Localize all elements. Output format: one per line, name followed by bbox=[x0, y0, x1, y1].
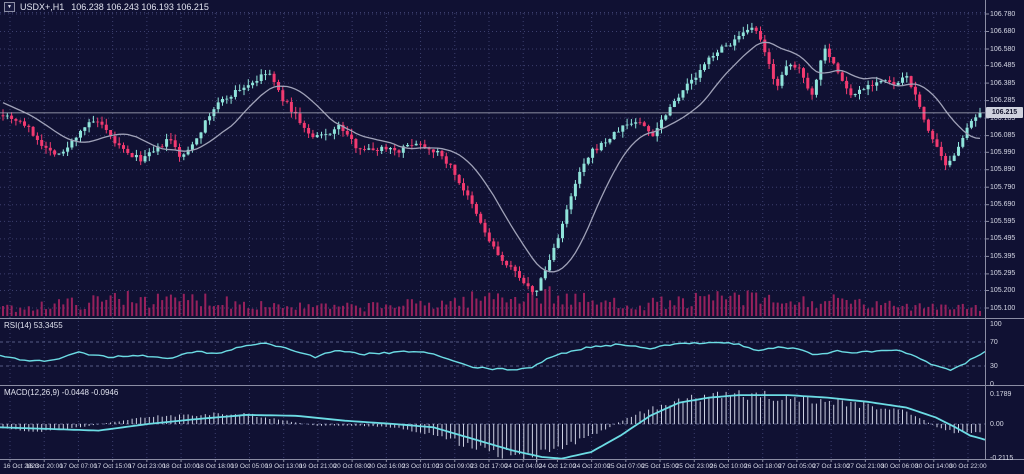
time-axis-label: 16 Oct 2023 bbox=[3, 463, 39, 470]
time-axis-label: 27 Oct 21:00 bbox=[846, 463, 884, 470]
price-axis-label: 105.295 bbox=[990, 270, 1016, 278]
time-axis-label: 23 Oct 01:00 bbox=[401, 463, 440, 470]
time-axis-label: 27 Oct 05:00 bbox=[778, 463, 816, 470]
price-axis-label: 106.580 bbox=[990, 45, 1016, 53]
time-axis-label: 19 Oct 13:00 bbox=[265, 463, 303, 470]
chart-header: ▼ USDX+,H1 106.238 106.243 106.193 106.2… bbox=[4, 2, 209, 12]
price-axis-label: 106.285 bbox=[990, 97, 1016, 105]
price-axis-label: 105.790 bbox=[990, 183, 1016, 191]
time-axis-label: 20 Oct 16:00 bbox=[367, 463, 405, 470]
time-axis-label: 26 Oct 18:00 bbox=[744, 463, 782, 470]
time-axis-label: 17 Oct 23:00 bbox=[128, 463, 166, 470]
price-axis-label: 105.690 bbox=[990, 201, 1016, 209]
time-axis-label: 25 Oct 23:00 bbox=[675, 463, 713, 470]
macd-axis-label: 0.00 bbox=[990, 421, 1004, 428]
current-price-marker: 106.215 bbox=[986, 107, 1023, 119]
time-axis-label: 18 Oct 18:00 bbox=[196, 463, 234, 470]
rsi-axis-label: 30 bbox=[990, 363, 998, 370]
price-axis-label: 105.395 bbox=[990, 252, 1016, 260]
symbol-dropdown-icon[interactable]: ▼ bbox=[4, 2, 15, 12]
time-axis-label: 23 Oct 17:00 bbox=[470, 463, 508, 470]
time-axis-label: 30 Oct 06:00 bbox=[880, 463, 919, 470]
price-axis-label: 106.185 bbox=[990, 114, 1016, 122]
time-axis-label: 30 Oct 22:00 bbox=[949, 463, 987, 470]
price-axis-label: 106.780 bbox=[990, 10, 1016, 18]
time-axis-label: 23 Oct 09:00 bbox=[436, 463, 474, 470]
time-axis-label: 25 Oct 15:00 bbox=[641, 463, 679, 470]
symbol-timeframe-label: USDX+,H1 bbox=[20, 2, 65, 12]
macd-axis-label: -0.2115 bbox=[990, 455, 1014, 462]
current-price-value: 106.215 bbox=[991, 109, 1018, 117]
price-axis-label: 106.085 bbox=[990, 132, 1016, 140]
price-axis-label: 105.990 bbox=[990, 148, 1016, 156]
time-axis-label: 24 Oct 20:00 bbox=[573, 463, 611, 470]
rsi-axis-label: 100 bbox=[990, 321, 1002, 328]
price-axis-label: 106.680 bbox=[990, 28, 1016, 35]
price-axis-label: 105.495 bbox=[990, 235, 1016, 243]
price-axis-label: 105.595 bbox=[990, 217, 1016, 225]
price-axis-label: 105.890 bbox=[990, 166, 1016, 174]
rsi-axis-label: 70 bbox=[990, 339, 998, 346]
rsi-label: RSI(14) 53.3455 bbox=[4, 321, 63, 330]
price-axis-label: 106.385 bbox=[990, 79, 1016, 87]
time-axis-label: 25 Oct 07:00 bbox=[607, 463, 645, 470]
time-axis-label: 24 Oct 04:00 bbox=[504, 463, 542, 470]
time-axis-label: 18 Oct 10:00 bbox=[162, 463, 200, 470]
ohlc-values: 106.238 106.243 106.193 106.215 bbox=[71, 2, 209, 12]
time-axis-label: 17 Oct 15:00 bbox=[94, 463, 132, 470]
time-axis-label: 16 Oct 20:00 bbox=[25, 463, 63, 470]
time-axis-label: 19 Oct 21:00 bbox=[299, 463, 337, 470]
time-axis-label: 19 Oct 05:00 bbox=[230, 463, 269, 470]
price-axis-label: 106.485 bbox=[990, 62, 1016, 70]
time-axis-label: 17 Oct 07:00 bbox=[59, 463, 98, 470]
macd-label: MACD(12,26,9) -0.0448 -0.0946 bbox=[4, 388, 119, 397]
price-axis-label: 105.200 bbox=[990, 287, 1016, 294]
time-axis-label: 26 Oct 10:00 bbox=[709, 463, 748, 470]
time-axis[interactable]: 16 Oct 2023 16 Oct 20:00 17 Oct 07:00 17 Oc… bbox=[0, 460, 1024, 474]
time-axis-label: 20 Oct 08:00 bbox=[333, 463, 371, 470]
macd-axis-label: 0.1789 bbox=[990, 391, 1012, 398]
rsi-axis-label: 0 bbox=[990, 381, 994, 388]
price-axis[interactable]: 106.780 106.680 106.580 106.485 106.385 106.2… bbox=[986, 0, 1024, 474]
time-axis-label: 30 Oct 14:00 bbox=[915, 463, 953, 470]
time-axis-label: 24 Oct 12:00 bbox=[538, 463, 577, 470]
price-axis-label: 105.100 bbox=[990, 304, 1016, 312]
time-axis-label: 27 Oct 13:00 bbox=[812, 463, 850, 470]
